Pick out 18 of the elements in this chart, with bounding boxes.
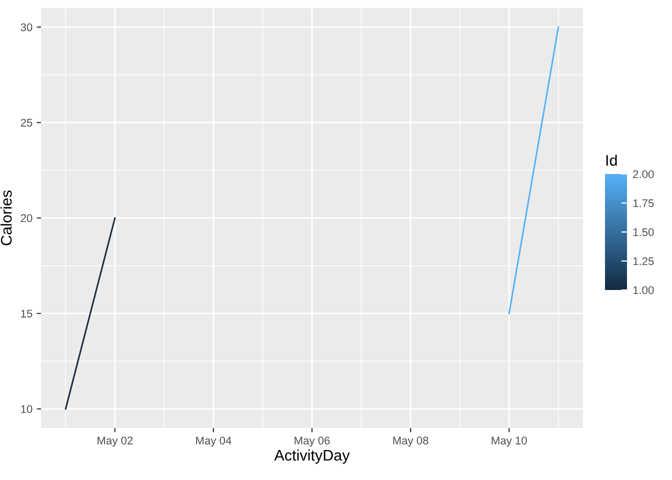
x-tick-label: May 06 xyxy=(294,436,330,447)
color-bar-label: 2.00 xyxy=(633,170,654,178)
y-tick-label: 30 xyxy=(20,23,32,32)
x-tick-label: May 02 xyxy=(98,436,133,447)
x-tick-label: May 04 xyxy=(196,436,232,447)
color-bar-label: 1.75 xyxy=(633,199,654,208)
y-tick-label: 10 xyxy=(21,405,32,414)
y-axis-title: Calories xyxy=(0,190,12,246)
y-tick-label: 20 xyxy=(20,214,32,222)
x-axis-title: ActivityDay xyxy=(274,449,350,464)
color-bar-title: Id xyxy=(606,154,617,166)
color-bar-label: 1.50 xyxy=(633,228,654,236)
color-bar-label: 1.00 xyxy=(633,286,654,294)
y-tick-label: 25 xyxy=(20,118,32,127)
x-tick-label: May 08 xyxy=(393,436,428,447)
y-tick-label: 15 xyxy=(21,310,32,318)
x-tick-label: May 10 xyxy=(492,436,527,447)
color-bar-label: 1.25 xyxy=(633,257,654,266)
